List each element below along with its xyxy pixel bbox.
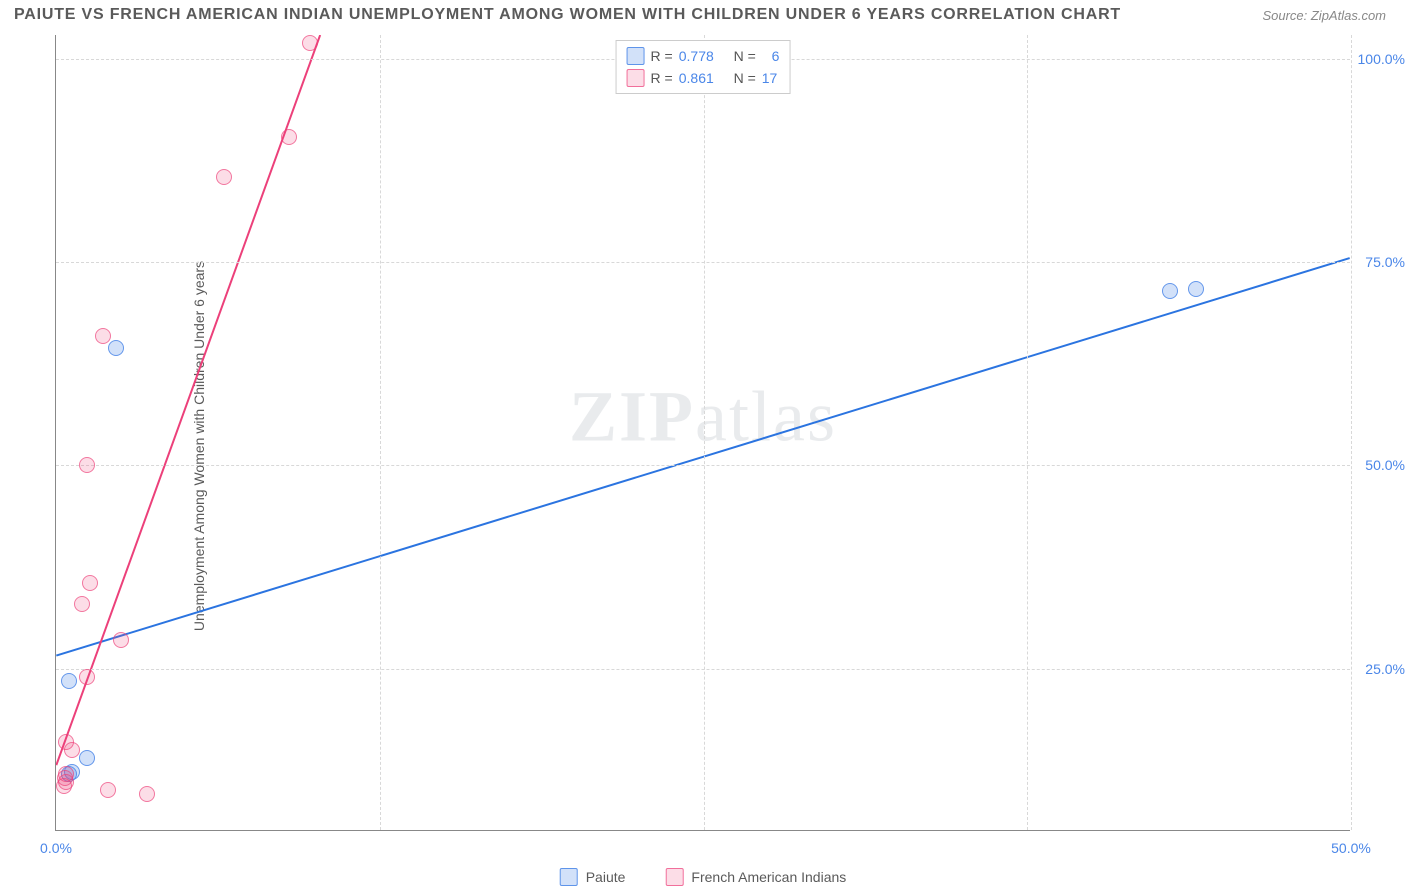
legend-swatch-blue	[627, 47, 645, 65]
legend-r-value-paiute: 0.778	[679, 48, 714, 64]
data-point	[79, 750, 95, 766]
legend-stats-row-paiute: R = 0.778 N = 6	[627, 45, 780, 67]
y-tick-label: 25.0%	[1355, 661, 1405, 677]
watermark-bold: ZIP	[569, 376, 695, 456]
watermark-light: atlas	[695, 376, 837, 456]
legend-r-label: R =	[651, 48, 673, 64]
data-point	[139, 786, 155, 802]
gridline-vertical	[1351, 35, 1352, 830]
data-point	[113, 632, 129, 648]
data-point	[1188, 281, 1204, 297]
source-attribution: Source: ZipAtlas.com	[1262, 8, 1386, 23]
legend-swatch	[560, 868, 578, 886]
data-point	[281, 129, 297, 145]
legend-item: French American Indians	[665, 868, 846, 886]
legend-stats-row-french: R = 0.861 N = 17	[627, 67, 780, 89]
data-point	[58, 766, 74, 782]
legend-r-value-french: 0.861	[679, 70, 714, 86]
legend-r-label: R =	[651, 70, 673, 86]
data-point	[302, 35, 318, 51]
legend-n-value-french: 17	[762, 70, 778, 86]
data-point	[95, 328, 111, 344]
legend-label: French American Indians	[691, 869, 846, 885]
legend-n-value-paiute: 6	[772, 48, 780, 64]
gridline-vertical	[380, 35, 381, 830]
legend-swatch-pink	[627, 69, 645, 87]
data-point	[100, 782, 116, 798]
y-tick-label: 50.0%	[1355, 457, 1405, 473]
x-tick-label: 0.0%	[40, 840, 72, 856]
y-tick-label: 75.0%	[1355, 254, 1405, 270]
x-tick-label: 50.0%	[1331, 840, 1371, 856]
legend-label: Paiute	[586, 869, 626, 885]
data-point	[58, 734, 74, 750]
gridline-vertical	[1027, 35, 1028, 830]
data-point	[74, 596, 90, 612]
data-point	[108, 340, 124, 356]
legend-swatch	[665, 868, 683, 886]
legend-n-label: N =	[734, 48, 756, 64]
data-point	[79, 669, 95, 685]
gridline-vertical	[704, 35, 705, 830]
chart-title: PAIUTE VS FRENCH AMERICAN INDIAN UNEMPLO…	[14, 6, 1121, 24]
trend-line	[56, 35, 320, 765]
legend-n-label: N =	[734, 70, 756, 86]
data-point	[79, 457, 95, 473]
y-tick-label: 100.0%	[1355, 51, 1405, 67]
legend-series: Paiute French American Indians	[560, 868, 847, 886]
plot-area: ZIPatlas 25.0%50.0%75.0%100.0%0.0%50.0%	[55, 35, 1350, 831]
chart-container: PAIUTE VS FRENCH AMERICAN INDIAN UNEMPLO…	[0, 0, 1406, 892]
data-point	[1162, 283, 1178, 299]
data-point	[216, 169, 232, 185]
data-point	[61, 673, 77, 689]
data-point	[82, 575, 98, 591]
legend-stats: R = 0.778 N = 6 R = 0.861 N = 17	[616, 40, 791, 94]
legend-item: Paiute	[560, 868, 626, 886]
